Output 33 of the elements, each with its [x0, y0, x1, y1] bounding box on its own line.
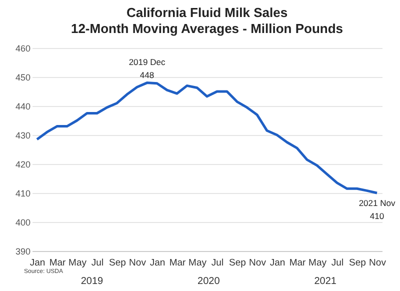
x-tick-label: May: [308, 258, 327, 268]
x-tick-label: Jan: [150, 258, 166, 268]
data-label: 2019 Dec 448: [128, 56, 166, 80]
text: 2021: [314, 276, 337, 287]
text: 2019: [80, 276, 104, 287]
x-tick-label: May: [188, 258, 207, 268]
x-tick-label: Jan: [30, 258, 46, 268]
x-tick-label: Jul: [331, 258, 344, 268]
x-tick-label: Jan: [270, 258, 286, 268]
y-tick-label: 440: [15, 102, 30, 112]
x-tick-label: Nov: [249, 258, 266, 268]
x-tick-label: Jul: [211, 258, 224, 268]
x-tick-label: Sep: [109, 258, 126, 268]
y-tick-label: 460: [15, 44, 30, 54]
chart-title: California Fluid Milk Sales 12-Month Moving Averages - Million Pounds: [70, 5, 344, 36]
y-tick-label: 390: [15, 246, 30, 256]
text: 2020: [198, 276, 220, 287]
x-tick-label: Mar: [289, 258, 306, 268]
x-tick-label: May: [68, 258, 87, 268]
x-tick-label: Sep: [349, 258, 366, 268]
line-series: [36, 82, 378, 194]
x-tick-label: Nov: [129, 258, 146, 268]
y-tick-label: 410: [15, 188, 30, 198]
x-tick-label: Sep: [229, 258, 246, 268]
x-tick-label: Nov: [369, 258, 386, 268]
x-tick-label: Jul: [91, 258, 104, 268]
data-label: 2021 Nov 410: [358, 198, 396, 221]
y-tick-label: 420: [15, 160, 30, 170]
y-tick-label: 430: [15, 130, 30, 140]
y-tick-label: 400: [15, 218, 30, 228]
x-tick-label: Mar: [49, 258, 66, 268]
x-tick-label: Mar: [169, 258, 186, 268]
y-tick-label: 450: [15, 72, 30, 82]
